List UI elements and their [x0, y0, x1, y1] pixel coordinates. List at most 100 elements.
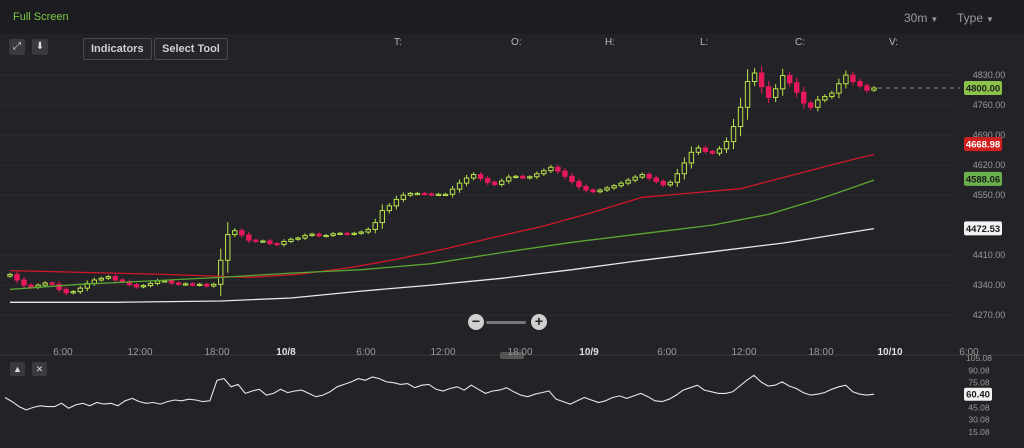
candle — [344, 231, 350, 236]
candle — [91, 277, 97, 286]
candle-body — [14, 273, 20, 281]
candle — [765, 81, 772, 104]
candle-body — [351, 232, 357, 235]
time-tick-label: 12:00 — [731, 347, 756, 358]
chart-type-selector[interactable]: Type ▼ — [957, 11, 994, 25]
grid-lines — [0, 74, 955, 316]
ohlc-volume-label: V: — [889, 37, 899, 48]
candle — [281, 239, 287, 247]
candle-body — [583, 186, 589, 191]
candle-body — [7, 273, 13, 277]
candle — [372, 218, 378, 234]
oscillator-tick-label: 90.08 — [968, 365, 990, 375]
chevron-down-icon: ▼ — [986, 15, 994, 24]
candle — [709, 149, 716, 155]
oscillator-tick-label: 15.08 — [968, 427, 990, 437]
candle — [660, 179, 666, 188]
time-tick-label: 6:00 — [356, 347, 376, 358]
candle — [801, 86, 807, 109]
time-axis: 6:00 12:00 18:00 10/8 6:00 12:00 18:00 10/9 6:00… — [0, 347, 1024, 359]
candle — [695, 145, 702, 156]
candle-body — [428, 193, 435, 196]
expand-icon[interactable]: ⤢ — [9, 39, 25, 55]
candle-body — [133, 284, 140, 288]
candle-body — [499, 180, 505, 185]
candle-body — [379, 210, 385, 224]
candle-body — [779, 75, 786, 90]
candle — [477, 171, 484, 182]
candle-body — [449, 188, 456, 195]
ohlc-low-label: L: — [700, 37, 709, 48]
candle — [836, 78, 842, 99]
candle-body — [681, 162, 688, 175]
price-badge-label: 4800.00 — [966, 84, 1000, 95]
price-axis: 4830.00 4760.00 4690.00 4620.00 4550.00 4410.… — [964, 70, 1005, 320]
time-tick-label: 18:00 — [808, 347, 833, 358]
candle — [604, 186, 610, 192]
candle — [203, 282, 210, 288]
time-tick-label: 10/10 — [877, 347, 902, 358]
candle-body — [744, 81, 751, 108]
candle-body — [414, 192, 421, 196]
candle-body — [295, 237, 301, 240]
price-badge-label: 4472.53 — [966, 224, 1000, 235]
candle — [414, 191, 421, 196]
candle — [702, 145, 709, 154]
candle — [576, 178, 582, 190]
candle-body — [850, 74, 856, 83]
candle — [42, 281, 48, 287]
candle — [14, 271, 20, 284]
candle-body — [175, 282, 182, 285]
oscillator-pane: 105.0890.0875.0860.0845.0830.0815.0860.4… — [4, 353, 992, 437]
candle — [562, 167, 568, 180]
candle-body — [491, 181, 498, 185]
candle — [730, 118, 737, 150]
candle-body — [344, 232, 350, 235]
candle — [133, 282, 140, 289]
candle-body — [590, 189, 596, 193]
candle — [232, 228, 238, 238]
candle-body — [421, 192, 428, 196]
select-tool-button[interactable]: Select Tool — [154, 38, 228, 60]
oscillator-tick-label: 75.08 — [968, 378, 990, 388]
download-icon[interactable]: ⬇ — [32, 39, 48, 55]
candle-body — [639, 174, 645, 178]
candle-body — [864, 85, 870, 91]
time-tick-label: 18:00 — [507, 347, 532, 358]
candle-body — [330, 233, 336, 236]
candle — [351, 231, 357, 236]
time-tick-label: 18:00 — [204, 347, 229, 358]
candle-body — [829, 92, 835, 98]
candle-body — [323, 234, 329, 238]
fullscreen-button[interactable]: Full Screen — [13, 11, 69, 23]
candle-body — [260, 240, 266, 243]
candle — [499, 178, 505, 187]
moving-average-line — [9, 179, 875, 291]
candle-body — [407, 192, 414, 196]
arrow-up-icon[interactable]: ▲ — [10, 362, 25, 376]
candle — [871, 86, 877, 92]
candle — [126, 279, 133, 287]
time-tick-label: 6:00 — [53, 347, 73, 358]
candle-body — [765, 86, 772, 98]
candle-body — [140, 285, 147, 288]
candle-body — [484, 177, 491, 183]
timeframe-selector[interactable]: 30m ▼ — [904, 11, 938, 25]
indicators-button[interactable]: Indicators — [83, 38, 152, 60]
candle — [140, 284, 147, 289]
zoom-out-icon[interactable]: − — [468, 314, 484, 330]
candle — [808, 100, 814, 111]
candle — [772, 84, 779, 103]
close-icon[interactable]: ✕ — [32, 362, 47, 376]
candle-body — [470, 174, 477, 179]
candle — [218, 248, 224, 296]
candle — [449, 185, 456, 198]
candle-body — [836, 83, 842, 94]
zoom-slider[interactable] — [486, 321, 526, 324]
price-tick-label: 4760.00 — [973, 100, 1006, 110]
candle — [541, 168, 547, 176]
zoom-in-icon[interactable]: + — [531, 314, 547, 330]
candle — [815, 95, 821, 112]
candle — [611, 183, 617, 190]
